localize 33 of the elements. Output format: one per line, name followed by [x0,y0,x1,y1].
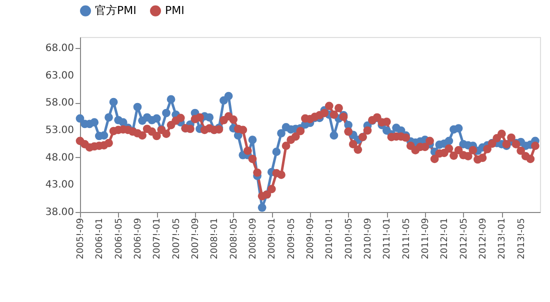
x-tick-label: 2009!-01 [268,218,278,260]
x-tick-label: 2010!-09 [364,218,374,260]
y-tick-label: 38.00 [45,207,74,218]
x-tick-label: 2012!-01 [440,218,450,260]
x-tick-label: 2008!-01 [210,218,220,260]
x-tick-label: 2009!-09 [306,218,316,260]
x-tick-label: 2012!-05 [459,218,470,260]
y-tick-label: 63.00 [45,70,74,82]
x-tick-label: 2010!-01 [325,218,336,260]
y-tick-label: 53.00 [45,124,74,136]
y-tick-label: 58.00 [45,98,74,109]
x-tick-label: 2011!-09 [421,218,431,260]
x-tick-label: 2008!-09 [248,218,258,260]
legend-label: PMI [165,4,184,17]
x-tick-label: 2007!-01 [152,218,163,260]
y-tick-label: 68.00 [45,42,74,54]
legend-label: 官方PMI [95,4,136,17]
x-tick-label: 2006!-05 [114,218,124,260]
x-tick-label: 2011!-05 [402,218,412,260]
x-tick-label: 2009!-05 [286,218,297,260]
x-tick-label: 2006!-01 [95,218,106,260]
x-tick-label: 2006!-09 [134,218,144,260]
x-tick-label: 2010!-05 [344,218,354,260]
y-tick-label: 48.00 [45,152,74,164]
x-tick-label: 2008!-05 [229,218,240,260]
x-tick-label: 2013!-05 [516,218,527,260]
y-tick-label: 43.00 [45,180,74,191]
x-tick-label: 2007!-09 [191,218,201,260]
x-tick-label: 2007!-05 [172,218,182,260]
x-tick-label: 2013!-01 [498,218,508,260]
x-tick-label: 2012!-09 [478,218,488,260]
x-tick-label: 2005!-09 [76,218,86,260]
x-tick-label: 2011!-01 [382,218,393,260]
